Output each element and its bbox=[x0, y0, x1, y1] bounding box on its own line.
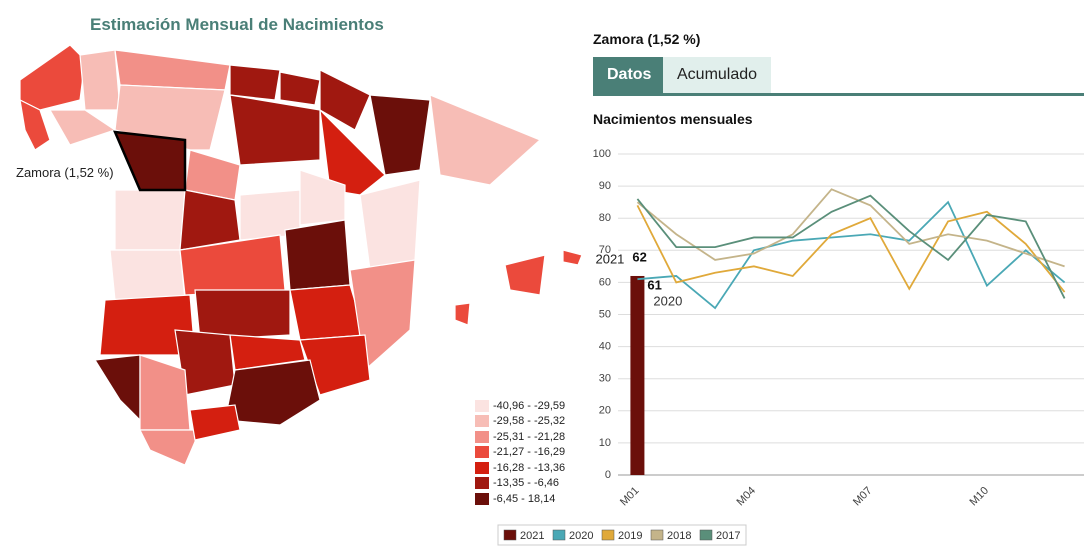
x-tick-label: M01 bbox=[618, 485, 642, 509]
x-tick-label: M10 bbox=[967, 485, 991, 509]
province[interactable] bbox=[359, 179, 421, 271]
series-label: 2020 bbox=[653, 294, 682, 309]
legend-label: 2018 bbox=[667, 530, 691, 542]
legend-item: -13,35 - -6,46 bbox=[475, 476, 565, 492]
y-tick-label: 50 bbox=[599, 308, 611, 320]
province[interactable] bbox=[139, 429, 201, 466]
province[interactable] bbox=[504, 254, 546, 296]
chart-title: Zamora (1,52 %) bbox=[593, 31, 701, 47]
province[interactable] bbox=[454, 302, 471, 326]
legend-item: -21,27 - -16,29 bbox=[475, 445, 565, 461]
legend-item: -25,31 - -21,28 bbox=[475, 429, 565, 445]
province[interactable] bbox=[224, 359, 321, 426]
province[interactable] bbox=[93, 354, 141, 422]
province[interactable] bbox=[229, 94, 321, 166]
y-tick-label: 90 bbox=[599, 180, 611, 192]
legend-item: -6,45 - 18,14 bbox=[475, 491, 565, 507]
map-hover-label: Zamora (1,52 %) bbox=[16, 165, 114, 180]
province[interactable] bbox=[114, 189, 186, 251]
data-label: 62 bbox=[632, 249, 646, 264]
line bbox=[636, 204, 1066, 293]
tab[interactable]: Acumulado bbox=[663, 57, 772, 93]
legend-swatch bbox=[475, 430, 489, 443]
bar bbox=[630, 275, 645, 475]
legend-label: -16,28 - -13,36 bbox=[493, 461, 566, 474]
legend-swatch bbox=[601, 529, 615, 541]
province[interactable] bbox=[429, 94, 542, 186]
province[interactable] bbox=[369, 94, 431, 176]
y-tick-label: 40 bbox=[599, 341, 611, 353]
map-legend: -40,96 - -29,59 -29,58 - -25,32 -25,31 - -… bbox=[475, 398, 565, 507]
y-tick-label: 80 bbox=[599, 212, 611, 224]
map-title: Estimación Mensual de Nacimientos bbox=[90, 15, 384, 34]
legend-swatch bbox=[475, 492, 489, 505]
province-selected[interactable] bbox=[112, 130, 187, 192]
y-tick-label: 0 bbox=[605, 469, 611, 481]
legend-label: -6,45 - 18,14 bbox=[493, 492, 556, 505]
province[interactable] bbox=[562, 249, 583, 266]
legend-swatch bbox=[650, 529, 664, 541]
legend-label: -13,35 - -6,46 bbox=[493, 477, 560, 490]
legend-item: -40,96 - -29,59 bbox=[475, 398, 565, 414]
legend-label: -29,58 - -25,32 bbox=[493, 415, 566, 428]
province[interactable] bbox=[284, 219, 351, 291]
province[interactable] bbox=[179, 189, 241, 251]
legend-swatch bbox=[475, 399, 489, 412]
legend-swatch bbox=[475, 477, 489, 490]
province[interactable] bbox=[279, 71, 321, 106]
legend-label: -40,96 - -29,59 bbox=[493, 399, 566, 412]
y-tick-label: 70 bbox=[599, 244, 611, 256]
y-tick-label: 30 bbox=[599, 373, 611, 385]
province[interactable] bbox=[19, 98, 51, 151]
legend-swatch bbox=[475, 415, 489, 428]
line bbox=[637, 200, 1066, 310]
line bbox=[636, 194, 1066, 299]
province[interactable] bbox=[194, 289, 291, 341]
chart-subtitle: Nacimientos mensuales bbox=[593, 111, 753, 127]
legend-label: 2019 bbox=[618, 530, 642, 542]
line bbox=[636, 188, 1065, 268]
map bbox=[19, 44, 583, 466]
tab-active[interactable]: Datos bbox=[593, 57, 666, 93]
legend-swatch bbox=[475, 446, 489, 459]
x-tick-label: M04 bbox=[734, 485, 758, 509]
legend-swatch bbox=[475, 461, 489, 474]
province[interactable] bbox=[229, 64, 281, 101]
legend-item: -16,28 - -13,36 bbox=[475, 460, 565, 476]
province[interactable] bbox=[319, 69, 371, 131]
legend-item: -29,58 - -25,32 bbox=[475, 414, 565, 430]
x-tick-label: M07 bbox=[851, 485, 875, 509]
province[interactable] bbox=[189, 404, 241, 441]
province[interactable] bbox=[229, 334, 306, 371]
province[interactable] bbox=[109, 249, 186, 301]
tabs: Datos Acumulado bbox=[593, 57, 1084, 96]
province[interactable] bbox=[19, 44, 86, 111]
legend-label: 2017 bbox=[716, 530, 740, 542]
province[interactable] bbox=[48, 109, 117, 146]
province[interactable] bbox=[114, 84, 226, 151]
legend-label: -25,31 - -21,28 bbox=[493, 430, 566, 443]
province[interactable] bbox=[114, 49, 231, 91]
legend-swatch bbox=[699, 529, 713, 541]
data-label: 61 bbox=[647, 278, 661, 293]
legend-label: -21,27 - -16,29 bbox=[493, 446, 566, 459]
y-tick-label: 60 bbox=[599, 276, 611, 288]
y-tick-label: 10 bbox=[599, 437, 611, 449]
y-tick-label: 20 bbox=[599, 405, 611, 417]
province[interactable] bbox=[79, 49, 121, 111]
